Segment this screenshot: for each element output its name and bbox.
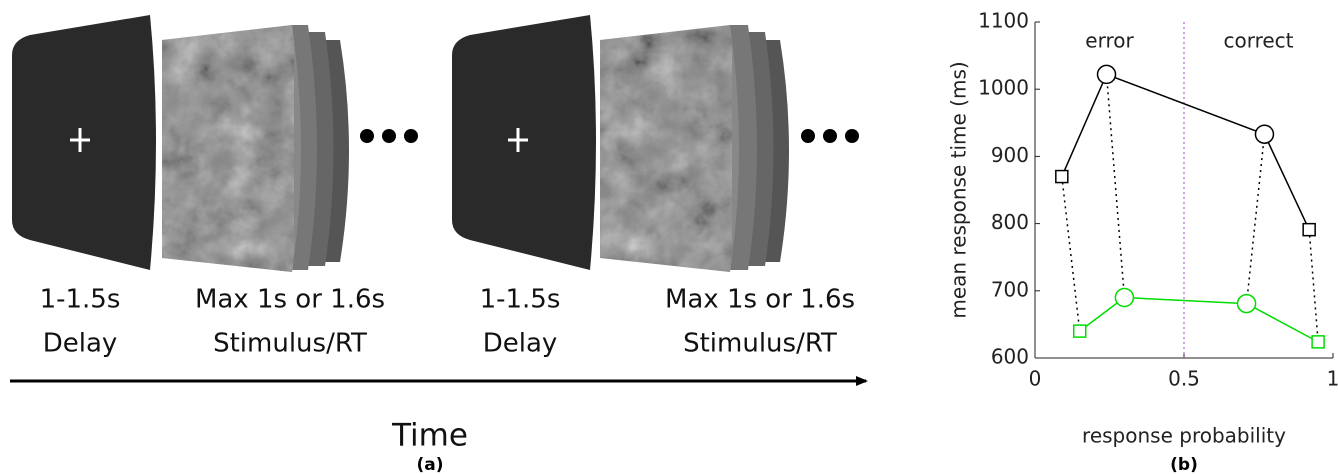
square-marker [1074, 325, 1086, 337]
figure: 1-1.5s Delay Max 1s or 1.6s Stimulus/RT 1-1.… [0, 0, 1338, 474]
connector [1247, 134, 1265, 303]
y-tick-label: 1000 [978, 76, 1029, 100]
x-axis-label: response probability [1082, 424, 1286, 448]
dots [360, 129, 418, 143]
delay-screen [452, 15, 596, 270]
annotation: correct [1223, 29, 1293, 53]
connector [1062, 177, 1080, 332]
x-tick-label: 0 [1029, 367, 1042, 391]
circle-marker [1255, 125, 1273, 143]
stimulus-stack [600, 25, 789, 273]
caption: (a) [416, 455, 443, 474]
square-marker [1312, 336, 1324, 348]
y-tick-label: 800 [991, 210, 1029, 234]
x-tick-label: 0.5 [1168, 367, 1200, 391]
series-line [1062, 74, 1309, 229]
stage-duration: Max 1s or 1.6s [665, 285, 855, 315]
stage-duration: Max 1s or 1.6s [195, 285, 385, 315]
circle-marker [1098, 65, 1116, 83]
circle-marker [1115, 289, 1133, 307]
stage-name: Stimulus/RT [213, 329, 367, 359]
y-tick-label: 1100 [978, 9, 1029, 33]
page: {"panel_a": { "stages": [ {"duration": "… [0, 0, 1338, 474]
stage-name: Delay [483, 329, 558, 359]
stage-duration: 1-1.5s [480, 285, 561, 315]
connector [1107, 74, 1125, 297]
stage-name: Delay [43, 329, 118, 359]
stage-duration: 1-1.5s [40, 285, 121, 315]
y-tick-label: 600 [991, 345, 1029, 369]
square-marker [1056, 171, 1068, 183]
y-axis-label: mean response time (ms) [947, 61, 971, 318]
stimulus-stack [162, 25, 349, 273]
circle-marker [1238, 295, 1256, 313]
delay-screen [12, 15, 156, 270]
connector [1309, 230, 1318, 342]
stage-labels: 1-1.5s Delay Max 1s or 1.6s Stimulus/RT 1-1.… [40, 285, 855, 359]
dots [801, 129, 859, 143]
series-line [1080, 298, 1318, 342]
y-tick-label: 700 [991, 277, 1029, 301]
chart: 600 700 800 900 1000 1100 0 0.5 1 response probab… [947, 9, 1338, 474]
time-label: Time [391, 418, 468, 454]
caption: (b) [1170, 455, 1198, 474]
annotation: error [1085, 29, 1134, 53]
stage-name: Stimulus/RT [683, 329, 837, 359]
y-tick-label: 900 [991, 143, 1029, 167]
x-tick-label: 1 [1327, 367, 1338, 391]
trial-sequence [10, 15, 866, 381]
square-marker [1303, 224, 1315, 236]
